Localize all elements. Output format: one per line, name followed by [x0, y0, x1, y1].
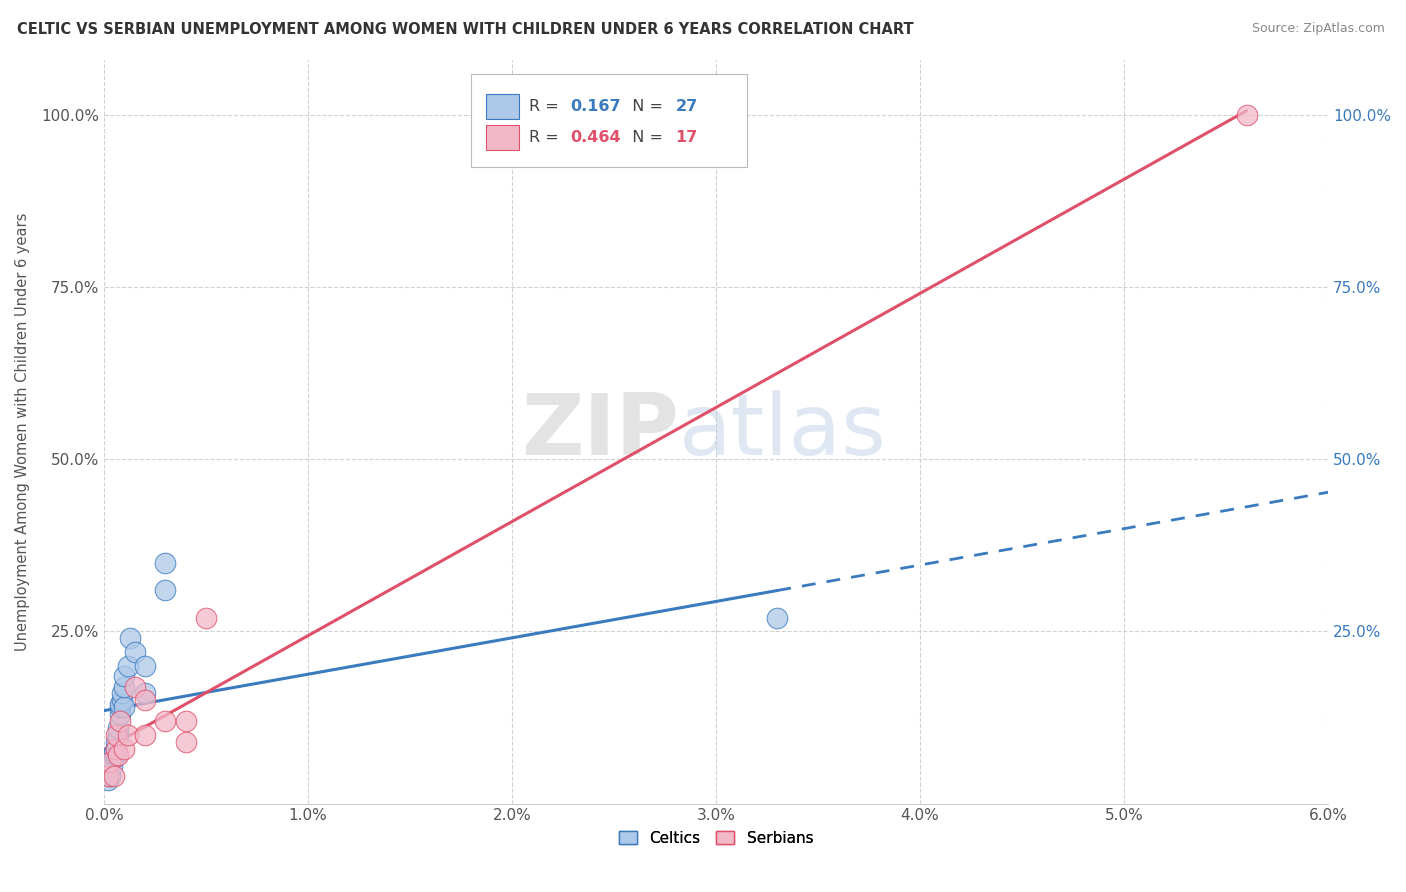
- Point: [174, 734, 197, 748]
- Point: [103, 745, 125, 759]
- FancyBboxPatch shape: [471, 74, 747, 168]
- Text: R =: R =: [529, 130, 564, 145]
- Point: [112, 741, 135, 756]
- Point: [153, 556, 176, 570]
- Point: [98, 769, 121, 783]
- Text: 0.167: 0.167: [571, 99, 621, 114]
- Point: [97, 772, 120, 787]
- Point: [112, 700, 135, 714]
- Point: [124, 645, 146, 659]
- Point: [124, 680, 146, 694]
- Point: [111, 686, 134, 700]
- Point: [1236, 108, 1258, 122]
- Point: [766, 610, 789, 624]
- Text: N =: N =: [621, 99, 668, 114]
- FancyBboxPatch shape: [486, 125, 519, 151]
- Point: [153, 714, 176, 728]
- Point: [107, 728, 129, 742]
- Text: CELTIC VS SERBIAN UNEMPLOYMENT AMONG WOMEN WITH CHILDREN UNDER 6 YEARS CORRELATI: CELTIC VS SERBIAN UNEMPLOYMENT AMONG WOM…: [17, 22, 914, 37]
- Point: [117, 658, 139, 673]
- Text: Source: ZipAtlas.com: Source: ZipAtlas.com: [1251, 22, 1385, 36]
- Point: [111, 693, 134, 707]
- Point: [195, 610, 218, 624]
- Point: [110, 714, 132, 728]
- Text: ZIP: ZIP: [522, 390, 679, 473]
- Point: [110, 700, 132, 714]
- Point: [101, 758, 124, 772]
- Legend: Celtics, Serbians: Celtics, Serbians: [613, 824, 820, 852]
- Point: [134, 658, 156, 673]
- Point: [97, 769, 120, 783]
- Point: [105, 748, 128, 763]
- Point: [134, 693, 156, 707]
- Text: R =: R =: [529, 99, 564, 114]
- Point: [105, 741, 128, 756]
- Point: [103, 769, 125, 783]
- Point: [112, 680, 135, 694]
- Point: [105, 734, 128, 748]
- Point: [105, 741, 128, 756]
- Point: [134, 728, 156, 742]
- Text: 0.464: 0.464: [571, 130, 621, 145]
- Text: 27: 27: [676, 99, 697, 114]
- Point: [153, 582, 176, 597]
- Text: N =: N =: [621, 130, 668, 145]
- Point: [110, 697, 132, 711]
- Point: [101, 752, 124, 766]
- Point: [103, 748, 125, 763]
- Point: [98, 756, 121, 770]
- Point: [174, 714, 197, 728]
- Point: [105, 728, 128, 742]
- Text: 17: 17: [676, 130, 697, 145]
- Point: [107, 748, 129, 763]
- Text: atlas: atlas: [679, 390, 887, 473]
- Point: [110, 707, 132, 722]
- FancyBboxPatch shape: [486, 94, 519, 120]
- Y-axis label: Unemployment Among Women with Children Under 6 years: Unemployment Among Women with Children U…: [15, 212, 30, 651]
- Point: [112, 669, 135, 683]
- Point: [120, 632, 142, 646]
- Point: [107, 721, 129, 735]
- Point: [117, 728, 139, 742]
- Point: [134, 686, 156, 700]
